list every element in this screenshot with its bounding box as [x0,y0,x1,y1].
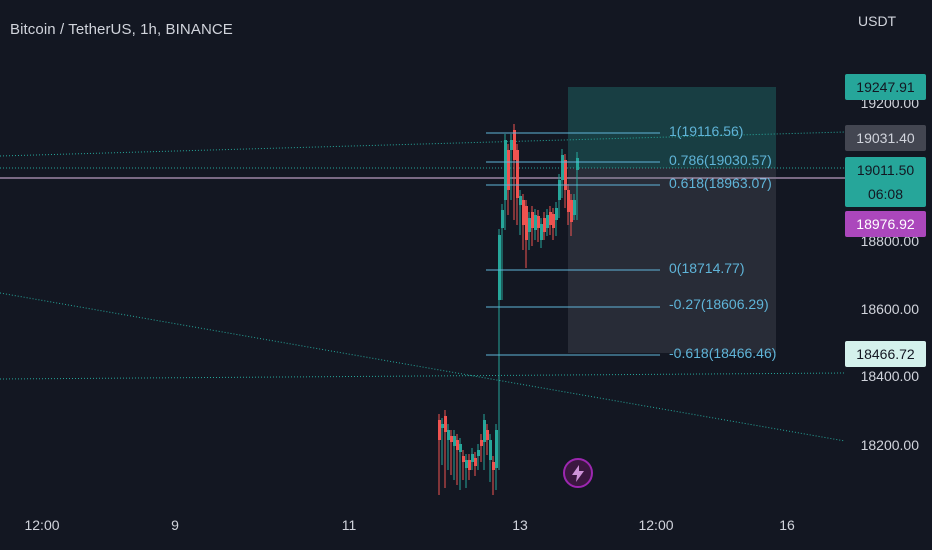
candle-body [522,200,525,225]
candle-body [540,224,543,240]
candle-body [462,456,465,462]
price-tag-horizontal-line: 18976.92 [845,211,926,237]
candle-body [498,235,501,300]
candle-body [537,216,540,228]
price-axis-label: 18600.00 [860,301,919,317]
time-axis-label: 12:00 [24,517,60,533]
fib-level-label: 0.618(18963.07) [669,175,772,191]
price-tag-last-price: 19011.50 [845,157,926,183]
candle-body [534,215,537,230]
price-tag-countdown: 06:08 [845,181,926,207]
candle-body [555,208,558,220]
fib-level-label: -0.27(18606.29) [669,296,769,312]
candle-body [558,180,561,200]
alert-button[interactable] [563,458,593,488]
time-axis-label: 11 [341,517,357,533]
candle-body [465,460,468,468]
time-axis-label: 12:00 [638,517,674,533]
price-tag-stop: 18466.72 [845,341,926,367]
fib-level-label: 1(19116.56) [669,123,744,139]
candle-body [510,140,513,150]
fib-level-label: 0(18714.77) [669,260,745,276]
price-tag-target: 19247.91 [845,74,926,100]
candle-body [573,200,576,215]
candle-body [531,212,534,228]
candle-body [480,440,483,446]
candle-body [567,190,570,212]
candle-body [489,440,492,460]
position-stop-zone [568,168,776,353]
position-profit-zone [568,87,776,168]
candle-body [459,444,462,452]
candle-body [453,436,456,446]
trendline-descending [0,292,846,442]
currency-label[interactable]: USDT [858,13,897,29]
candle-body [525,206,528,240]
candle-body [549,212,552,225]
candle-body [456,440,459,450]
lightning-bolt-icon [572,465,584,482]
candle-body [477,450,480,456]
candle-body [444,416,447,432]
time-axis-label: 13 [512,517,528,533]
candle-body [450,436,453,442]
candle-body [504,140,507,200]
symbol-title: Bitcoin / TetherUS, 1h, BINANCE [10,21,233,38]
candle-body [495,430,498,468]
candle-body [516,150,519,198]
candle-body [570,200,573,222]
fib-level-label: -0.618(18466.46) [669,345,777,361]
time-axis-label: 16 [779,517,795,533]
candle-body [474,458,477,466]
candle-body [483,420,486,442]
candle-body [507,150,510,190]
candle-body [501,210,504,228]
candle-body [546,215,549,228]
candle-body [492,462,495,470]
candle-body [441,424,444,428]
candle-body [438,420,441,440]
candle-body [564,160,567,190]
price-axis-label: 18200.00 [860,437,919,453]
trendline-lower [0,372,846,380]
price-axis-label: 18400.00 [860,368,919,384]
fib-level-label: 0.786(19030.57) [669,152,772,168]
candle-body [471,454,474,462]
candle-body [528,218,531,232]
candle-body [447,430,450,440]
candle-body [552,214,555,228]
candle-body [576,158,579,170]
candle-body [513,130,516,160]
candle-body [561,155,564,180]
candle-body [486,430,489,440]
price-tag-trendline: 19031.40 [845,125,926,151]
price-axis-label: 18800.00 [860,233,919,249]
candle-body [519,196,522,205]
candle-body [543,218,546,232]
time-axis-label: 9 [171,517,179,533]
candle-body [468,460,471,470]
